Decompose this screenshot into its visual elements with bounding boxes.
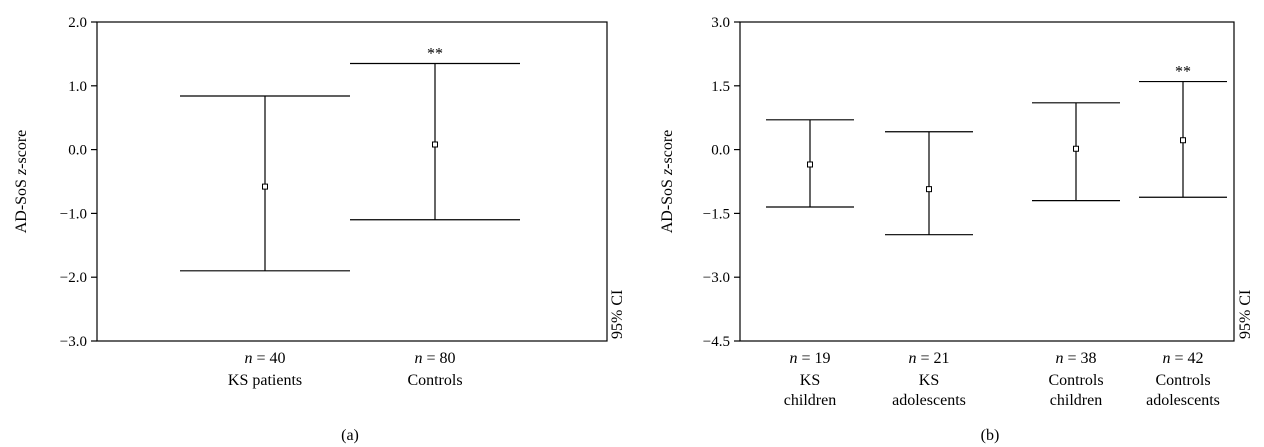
panel-a: 2.0 1.0 0.0 −1.0 −2.0 −3.0 AD-SoS z-score 95% C… [13, 15, 626, 444]
panel-a-ytick-label: −2.0 [60, 270, 87, 286]
panel-b-group-name: children [1050, 392, 1102, 409]
panel-b-mean-marker [926, 186, 932, 193]
panel-b-ytick-label: −1.5 [703, 206, 730, 222]
panel-b-ytick-label: −4.5 [703, 334, 730, 350]
panel-a-plot-frame [96, 21, 608, 342]
panel-a-group-n-label: n = 40 [244, 350, 285, 367]
panel-b-group-name: KS [919, 372, 939, 389]
panel-a-y-axis-label: AD-SoS z-score [13, 130, 30, 234]
panel-a-caption: (a) [341, 427, 359, 444]
panel-b-group-name: adolescents [892, 392, 966, 409]
panel-b-mean-marker [807, 161, 813, 168]
panel-a-group-n-label: n = 80 [414, 350, 455, 367]
panel-a-group-name: Controls [407, 372, 462, 389]
panel-b-mean-marker [1180, 137, 1186, 144]
panel-b-group-n-label: n = 21 [908, 350, 949, 367]
panel-b-group-name: Controls [1048, 372, 1103, 389]
panel-b: 3.0 1.5 0.0 −1.5 −3.0 −4.5 AD-SoS z-score 95% C… [659, 15, 1254, 444]
panel-a-mean-marker [432, 141, 438, 148]
panel-b-caption: (b) [981, 427, 1000, 444]
panel-b-group-name: Controls [1155, 372, 1210, 389]
panel-b-group-n-label: n = 38 [1055, 350, 1096, 367]
panel-a-group-name: KS patients [228, 372, 302, 389]
panel-b-ytick-label: −3.0 [703, 270, 730, 286]
panel-b-ci-label: 95% CI [1237, 290, 1254, 339]
panel-a-ytick-label: 0.0 [68, 143, 87, 159]
panel-b-group-name: children [784, 392, 836, 409]
panel-b-group-n-label: n = 42 [1162, 350, 1203, 367]
panel-b-group-name: KS [800, 372, 820, 389]
panel-b-ytick-label: 3.0 [711, 15, 730, 31]
panel-b-group-n-label: n = 19 [789, 350, 830, 367]
panel-a-ytick-label: 2.0 [68, 15, 87, 31]
panel-a-mean-marker [262, 183, 268, 190]
panel-b-significance-marker: ** [1175, 64, 1191, 81]
panel-b-ytick-label: 0.0 [711, 143, 730, 159]
panel-a-ytick-label: 1.0 [68, 79, 87, 95]
panel-a-significance-marker: ** [427, 45, 443, 62]
panel-a-ci-label: 95% CI [609, 290, 626, 339]
panel-b-mean-marker [1073, 145, 1079, 152]
panel-a-ytick-label: −3.0 [60, 334, 87, 350]
panel-b-ytick-label: 1.5 [711, 79, 730, 95]
panel-b-y-axis-label: AD-SoS z-score [659, 130, 676, 234]
panel-a-ytick-label: −1.0 [60, 206, 87, 222]
panel-b-plot-frame [739, 21, 1235, 342]
panel-b-group-name: adolescents [1146, 392, 1220, 409]
